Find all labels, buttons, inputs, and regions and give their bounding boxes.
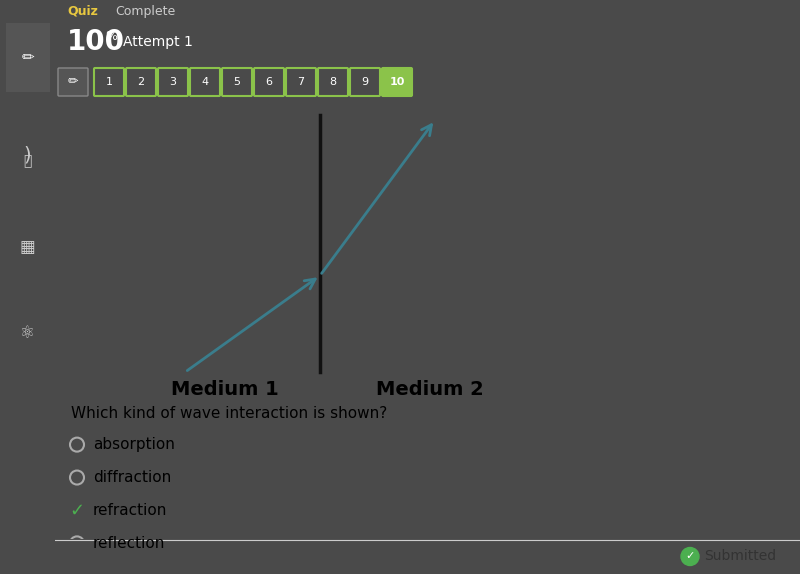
Text: 6: 6	[266, 77, 273, 87]
Text: %: %	[105, 29, 117, 42]
Bar	[6, 23, 50, 92]
Text: 5: 5	[234, 77, 241, 87]
Text: Quiz: Quiz	[67, 5, 98, 17]
Circle shape	[681, 548, 699, 565]
Text: 4: 4	[202, 77, 209, 87]
Text: ✏: ✏	[68, 76, 78, 88]
Text: 9: 9	[362, 77, 369, 87]
Text: ⚛: ⚛	[20, 324, 35, 342]
Text: ✏: ✏	[21, 50, 34, 65]
Text: refraction: refraction	[93, 503, 167, 518]
Text: 8: 8	[330, 77, 337, 87]
Text: reflection: reflection	[93, 536, 166, 551]
Text: ✓: ✓	[686, 552, 694, 561]
Text: Medium 1: Medium 1	[171, 380, 279, 400]
Text: ✓: ✓	[70, 502, 85, 519]
Text: 7: 7	[298, 77, 305, 87]
Text: ▦: ▦	[20, 238, 35, 256]
Text: 100: 100	[67, 28, 125, 56]
Text: Medium 2: Medium 2	[376, 380, 484, 400]
Text: Which kind of wave interaction is shown?: Which kind of wave interaction is shown?	[71, 406, 387, 421]
Text: Complete: Complete	[115, 5, 175, 17]
Text: ): )	[24, 145, 31, 165]
Text: absorption: absorption	[93, 437, 175, 452]
Text: 2: 2	[138, 77, 145, 87]
FancyBboxPatch shape	[58, 68, 88, 96]
Text: 1: 1	[106, 77, 113, 87]
Text: 3: 3	[170, 77, 177, 87]
Text: Submitted: Submitted	[704, 549, 776, 564]
Text: diffraction: diffraction	[93, 470, 171, 485]
Text: 🎧: 🎧	[23, 154, 32, 168]
Text: Attempt 1: Attempt 1	[123, 35, 193, 49]
Text: 10: 10	[390, 77, 405, 87]
FancyBboxPatch shape	[382, 68, 412, 96]
